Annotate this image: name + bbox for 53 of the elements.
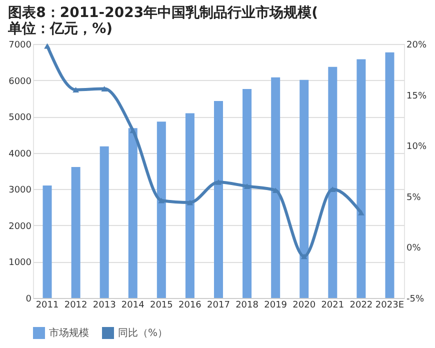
bar <box>271 77 280 298</box>
x-tick-label: 2023E <box>375 300 404 310</box>
y2-tick-label: 15% <box>406 91 427 102</box>
point <box>44 43 50 49</box>
bar <box>156 122 166 298</box>
bar <box>128 128 138 298</box>
y-tick-label: 1000 <box>8 258 32 268</box>
y-tick-label: 0 <box>26 294 32 304</box>
x-tick-label: 2017 <box>207 300 230 310</box>
bar <box>100 146 109 298</box>
bar <box>214 100 223 298</box>
y-tick-label: 2000 <box>8 222 32 232</box>
y-tick-label: 6000 <box>8 76 32 87</box>
bar <box>242 88 252 298</box>
chart-title: 图表8：2011-2023年中国乳制品行业市场规模(单位：亿元，%) <box>7 4 318 37</box>
y-tick-label: 3000 <box>8 186 32 196</box>
y-tick-label: 4000 <box>8 149 32 160</box>
point <box>300 254 308 260</box>
bar <box>185 113 194 298</box>
y-tick-label: 5000 <box>8 113 32 124</box>
y2-tick-label: 20% <box>406 40 427 50</box>
line-series <box>44 43 364 260</box>
y2-tick-label: 0% <box>406 244 422 254</box>
y2-tick-label: 5% <box>406 192 422 203</box>
bar <box>71 167 80 298</box>
bar <box>42 186 52 298</box>
legend-label: 同比（%） <box>118 327 168 339</box>
y-tick-label: 7000 <box>8 40 32 50</box>
point <box>358 210 364 216</box>
x-tick-label: 2011 <box>36 300 59 310</box>
x-tick-label: 2014 <box>121 300 145 310</box>
point <box>215 179 222 185</box>
x-tick-label: 2019 <box>264 300 288 310</box>
y2-tick-label: 10% <box>406 142 427 152</box>
point <box>186 200 194 206</box>
y2-tick-label: -5% <box>406 294 424 304</box>
x-tick-label: 2015 <box>150 300 173 310</box>
x-tick-label: 2012 <box>64 300 88 310</box>
bar <box>356 59 366 298</box>
bar <box>385 52 394 298</box>
point <box>72 86 79 92</box>
x-tick-label: 2021 <box>321 300 344 310</box>
x-tick-label: 2016 <box>178 300 202 310</box>
point <box>244 184 250 189</box>
bar <box>300 80 309 298</box>
x-tick-label: 2020 <box>292 300 316 310</box>
point <box>158 198 165 204</box>
x-tick-label: 2013 <box>92 300 116 310</box>
x-tick-label: 2018 <box>236 300 259 310</box>
point <box>101 86 108 92</box>
x-tick-label: 2022 <box>350 300 373 310</box>
legend-label: 市场规模 <box>49 327 89 339</box>
bar <box>328 66 338 298</box>
